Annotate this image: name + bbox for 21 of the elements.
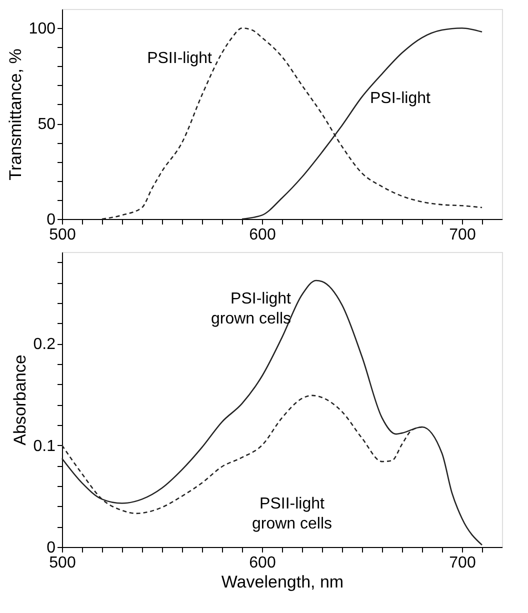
line-series [61, 280, 483, 546]
x-tick-label: 700 [449, 226, 476, 244]
series-label: PSI-light grown cells [210, 290, 292, 328]
y-tick-label: 0.1 [33, 438, 56, 455]
x-tick-label: 500 [49, 226, 76, 244]
series-label: PSII-light [147, 50, 213, 68]
y-tick-label: 0 [46, 212, 56, 228]
y-tick-label: 0.2 [33, 336, 56, 354]
x-tick-label: 600 [249, 226, 276, 244]
text: PSII-light grown cells [252, 495, 332, 532]
y-axis-title: Absorbance [10, 354, 30, 446]
x-tick-label: 600 [249, 554, 276, 572]
series-label: PSI-light [370, 90, 432, 108]
x-axis-title: Wavelength, nm [221, 572, 344, 592]
line-series [101, 27, 483, 220]
x-tick-label: 500 [49, 554, 76, 572]
y-axis-title: Transmittance, % [6, 48, 25, 180]
y-tick-label: 0 [46, 540, 56, 556]
y-tick-label: 50 [38, 116, 56, 134]
y-tick-label: 100 [28, 20, 56, 38]
x-tick-label: 700 [449, 554, 476, 572]
